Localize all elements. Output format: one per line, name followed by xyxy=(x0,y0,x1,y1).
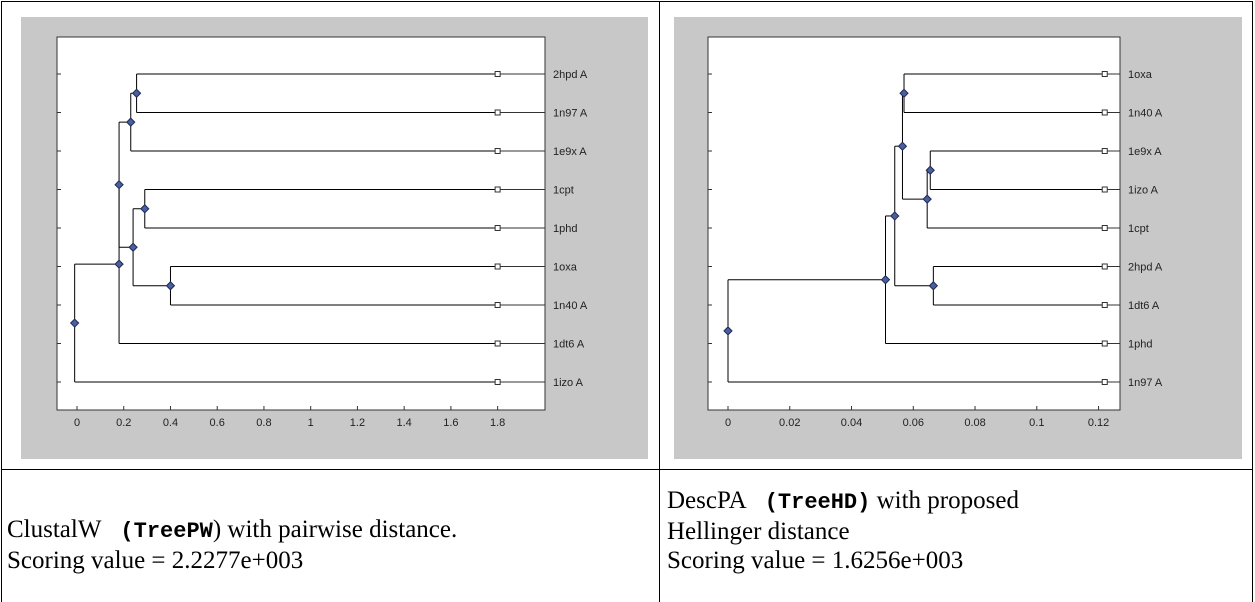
x-tick-label: 0.6 xyxy=(210,417,225,429)
x-tick-label: 1.2 xyxy=(350,417,365,429)
leaf-label: 1n97 A xyxy=(1128,377,1163,389)
right-caption-suffix: with proposed xyxy=(870,487,1019,514)
leaf-label: 1cpt xyxy=(1128,223,1149,235)
leaf-label: 1e9x A xyxy=(553,146,587,158)
leaf-label: 1n40 A xyxy=(553,300,588,312)
left-caption-line1: ClustalW (TreePW) with pairwise distance… xyxy=(7,515,457,546)
x-tick-label: 1.6 xyxy=(443,417,458,429)
right-dendrogram-svg: 0 0.02 0.04 0.06 0.08 0.1 0.12 1oxa 1n40 A 1e9x A… xyxy=(674,17,1242,459)
x-tick-label: 1.4 xyxy=(397,417,412,429)
right-caption-code: (TreeHD) xyxy=(751,490,871,515)
right-caption-line2: Hellinger distance xyxy=(667,518,850,545)
left-caption-prefix: ClustalW xyxy=(7,516,108,543)
leaf-label: 1cpt xyxy=(553,185,574,197)
right-caption-line3: Scoring value = 1.6256e+003 xyxy=(667,547,964,574)
tree-node-marker xyxy=(922,194,932,204)
tree-branches xyxy=(74,73,498,383)
table-border-middle xyxy=(1,469,1253,470)
leaf-label: 1izo A xyxy=(1128,185,1159,197)
x-tick-label: 0 xyxy=(725,417,731,429)
leaf-label: 1phd xyxy=(1128,339,1152,351)
leaf-marker xyxy=(1101,225,1108,231)
left-dendrogram-svg: 0 0.2 0.4 0.6 0.8 1 1.2 1.4 1.6 1.8 2hpd A 1n97 A 1e… xyxy=(21,17,648,459)
leaf-marker xyxy=(1101,379,1108,385)
leaf-label: 1e9x A xyxy=(1128,146,1162,158)
leaf-label: 1n97 A xyxy=(553,108,588,120)
leaf-label: 1oxa xyxy=(553,262,578,274)
plot-area xyxy=(707,36,1121,411)
leaf-marker xyxy=(1101,186,1108,193)
x-tick-label: 0.12 xyxy=(1088,417,1109,429)
tree-node-marker xyxy=(928,281,939,291)
leaf-marker xyxy=(494,148,501,154)
table-border-top xyxy=(1,1,1253,2)
x-tick-label: 0.2 xyxy=(116,417,131,429)
left-caption-suffix: ) with pairwise distance. xyxy=(212,516,458,543)
x-tick-label: 0.04 xyxy=(841,417,862,429)
x-tick-label: 0.8 xyxy=(256,417,271,429)
table-border-left xyxy=(1,1,2,602)
tree-node-marker xyxy=(140,204,150,214)
x-tick-label: 0.4 xyxy=(163,417,178,429)
tree-node-marker xyxy=(890,211,900,221)
table-border-divider xyxy=(659,1,660,602)
leaf-label: 1dt6 A xyxy=(553,339,585,351)
tree-node-marker xyxy=(899,88,909,98)
leaf-label: 1n40 A xyxy=(1128,108,1163,120)
left-caption-line2: Scoring value = 2.2277e+003 xyxy=(7,547,304,574)
x-tick-label: 0 xyxy=(74,417,80,429)
left-dendrogram-panel: 0 0.2 0.4 0.6 0.8 1 1.2 1.4 1.6 1.8 2hpd A 1n97 A 1e… xyxy=(21,17,648,459)
left-caption: ClustalW (TreePW) with pairwise distance… xyxy=(7,515,457,575)
leaf-label: 1izo A xyxy=(553,377,584,389)
leaf-marker xyxy=(494,263,501,270)
tree-node-marker xyxy=(723,326,733,336)
leaf-marker xyxy=(1101,71,1108,77)
tree-node-marker xyxy=(165,281,176,291)
leaf-marker xyxy=(1101,148,1108,154)
plot-area xyxy=(56,36,546,411)
tree-node-marker xyxy=(131,88,142,98)
right-caption-prefix: DescPA xyxy=(667,487,752,514)
tree-node-marker xyxy=(126,117,136,127)
tree-node-marker xyxy=(69,318,80,328)
leaf-label: 2hpd A xyxy=(1128,262,1163,274)
x-tick-label: 0.1 xyxy=(1029,417,1044,429)
table-border-right xyxy=(1252,1,1253,602)
tree-node-marker xyxy=(128,242,138,252)
leaf-marker xyxy=(1101,263,1108,270)
leaf-marker xyxy=(494,225,501,231)
tree-node-marker xyxy=(114,179,124,190)
x-tick-label: 1 xyxy=(308,417,314,429)
right-caption-line1: DescPA (TreeHD) with proposed xyxy=(667,486,1019,517)
leaf-marker xyxy=(1101,109,1108,116)
leaf-label: 1oxa xyxy=(1128,69,1153,81)
x-tick-label: 1.8 xyxy=(490,417,505,429)
leaf-marker xyxy=(494,340,501,347)
x-tick-label: 0.08 xyxy=(964,417,985,429)
x-tick-label: 0.02 xyxy=(779,417,800,429)
leaf-marker xyxy=(494,302,501,308)
right-dendrogram-panel: 0 0.02 0.04 0.06 0.08 0.1 0.12 1oxa 1n40 A 1e9x A… xyxy=(674,17,1242,459)
leaf-marker xyxy=(494,379,501,385)
tree-node-marker xyxy=(114,259,124,269)
right-caption: DescPA (TreeHD) with proposed Hellinger … xyxy=(667,486,1019,575)
leaf-marker xyxy=(494,186,501,193)
tree-node-marker xyxy=(880,275,891,285)
tree-node-marker xyxy=(897,141,908,151)
leaf-label: 1phd xyxy=(553,223,577,235)
leaf-label: 1dt6 A xyxy=(1128,300,1160,312)
left-caption-code: (TreePW xyxy=(107,519,213,544)
leaf-marker xyxy=(1101,340,1108,347)
leaf-marker xyxy=(494,109,501,116)
leaf-marker xyxy=(494,71,501,77)
leaf-label: 2hpd A xyxy=(553,69,588,81)
x-tick-label: 0.06 xyxy=(903,417,924,429)
leaf-marker xyxy=(1101,302,1108,308)
tree-node-marker xyxy=(925,165,935,175)
